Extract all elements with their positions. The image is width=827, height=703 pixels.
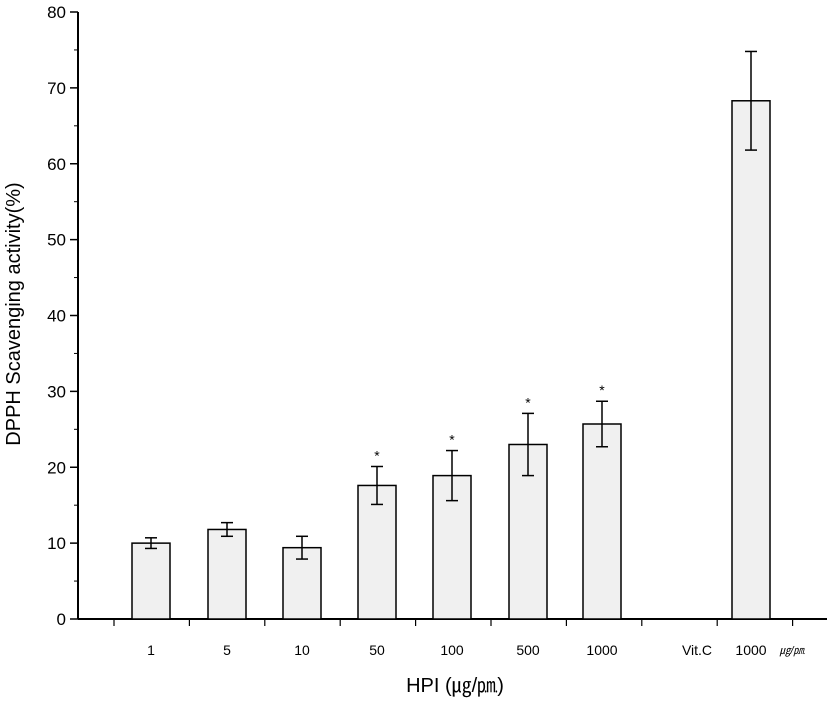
y-tick-label: 0 [57, 610, 66, 629]
y-tick-label: 50 [47, 231, 66, 250]
x-tick-label: 10 [294, 642, 310, 658]
bars [131, 100, 771, 620]
bar [582, 423, 622, 620]
y-tick-label: 10 [47, 534, 66, 553]
x-tick-label: 1 [147, 642, 155, 658]
bar [131, 542, 171, 620]
bar [357, 484, 397, 620]
significance-mark: * [525, 394, 531, 410]
y-tick-label: 80 [47, 3, 66, 22]
x-tick-label: 100 [440, 642, 464, 658]
x-unit-label: ㎍/㏘ [779, 645, 805, 657]
significance-mark: * [599, 382, 605, 398]
significance-marks: * * * * [374, 382, 605, 463]
y-ticks: 0 10 20 30 40 50 60 70 80 [47, 3, 78, 629]
y-axis-title: DPPH Scavenging activity(%) [3, 182, 25, 445]
y-tick-label: 40 [47, 307, 66, 326]
y-tick-label: 60 [47, 155, 66, 174]
y-tick-label: 30 [47, 382, 66, 401]
significance-mark: * [374, 447, 380, 463]
x-tick-label: 1000 [586, 642, 617, 658]
x-ticks: 1 5 10 50 100 500 1000 1000 [113, 619, 794, 658]
vitc-label: Vit.C [682, 642, 712, 658]
x-tick-label: 1000 [735, 642, 766, 658]
y-tick-label: 70 [47, 79, 66, 98]
bar [207, 528, 247, 620]
bar [731, 100, 771, 620]
y-tick-label: 20 [47, 458, 66, 477]
error-bars [145, 50, 757, 560]
x-tick-label: 500 [516, 642, 540, 658]
x-axis-title: HPI (㎍/㏘) [406, 675, 504, 697]
x-tick-label: 50 [369, 642, 385, 658]
significance-mark: * [449, 432, 455, 448]
x-tick-label: 5 [223, 642, 231, 658]
